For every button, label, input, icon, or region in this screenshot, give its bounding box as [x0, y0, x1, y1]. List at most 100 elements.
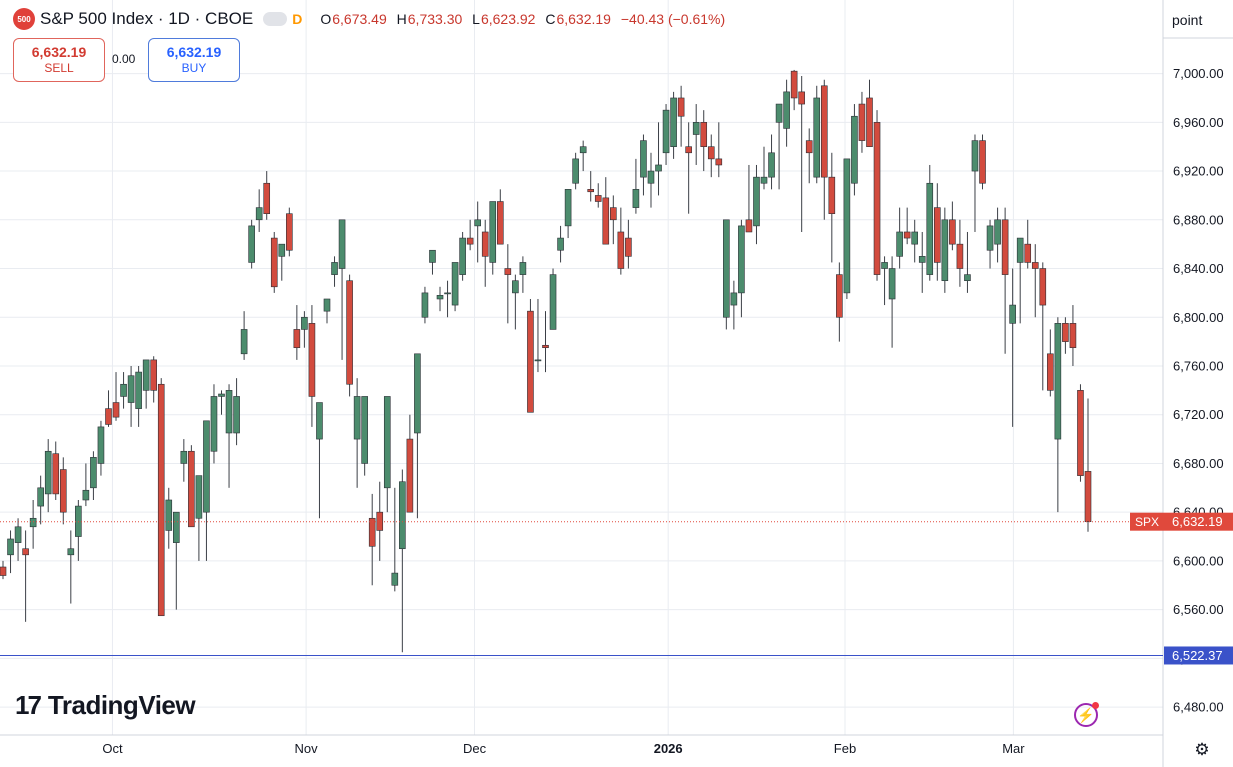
candle-body [338, 219, 346, 269]
candle-body [172, 511, 180, 543]
candle-body [67, 548, 75, 556]
candle [142, 359, 150, 409]
candle [790, 69, 798, 111]
candle [903, 207, 911, 245]
candle-body [1077, 390, 1084, 476]
candle-body [331, 262, 338, 275]
candle [135, 365, 142, 427]
candle [753, 164, 760, 245]
symbol-title[interactable]: S&P 500 Index · 1D · CBOE [40, 9, 254, 28]
candle [564, 189, 572, 239]
candle [896, 207, 903, 269]
tradingview-logo[interactable]: 17 TradingView [15, 690, 196, 721]
last-price-label-bg [1164, 512, 1233, 531]
candle-body [233, 396, 240, 434]
candle-body [263, 182, 271, 215]
chart-header: 500 S&P 500 Index · 1D · CBOE D O6,673.4… [13, 8, 731, 30]
flash-icon[interactable]: ⚡ [1074, 702, 1099, 727]
candle [195, 475, 203, 561]
settings-icon[interactable]: ⚙ [1194, 740, 1210, 759]
notification-dot [1092, 702, 1099, 709]
y-tick-label: 6,880.00 [1173, 212, 1224, 227]
candle [594, 183, 602, 208]
y-tick-label: 6,600.00 [1173, 553, 1224, 568]
candle [692, 104, 700, 165]
candle [75, 499, 82, 561]
candle-body [1062, 323, 1069, 342]
candle-body [1084, 471, 1092, 522]
candle-body [655, 164, 662, 172]
candle-body [519, 262, 527, 275]
candle-body [255, 207, 263, 221]
candle [843, 158, 851, 299]
buy-button[interactable]: 6,632.19 BUY [148, 38, 240, 82]
candle-body [1047, 353, 1054, 391]
candle [542, 311, 549, 373]
candle [1024, 219, 1032, 269]
candle [986, 219, 994, 269]
candle-body [1039, 268, 1047, 306]
x-tick-label: Oct [102, 741, 123, 756]
candle [90, 451, 97, 500]
candle-body [346, 280, 353, 385]
candle-body [97, 426, 105, 464]
candle-body [805, 140, 813, 154]
candle [157, 378, 165, 617]
open-value: 6,673.49 [332, 11, 387, 27]
candle-body [715, 158, 723, 166]
candle-body [504, 268, 512, 275]
candle-body [858, 103, 866, 141]
candle-body [353, 396, 361, 440]
candle-body [828, 176, 836, 215]
candle-body [512, 280, 519, 294]
sell-button[interactable]: 6,632.19 SELL [13, 38, 105, 82]
candle [640, 134, 647, 196]
candle-body [738, 225, 745, 294]
candle [632, 158, 640, 214]
support-line-label-bg [1164, 646, 1233, 665]
candle-body [368, 517, 376, 547]
buy-label: BUY [181, 61, 207, 75]
visibility-toggle-icon[interactable] [263, 12, 288, 26]
candle-body [1024, 243, 1032, 263]
candle-body [22, 548, 29, 556]
candle-body [203, 420, 210, 513]
price-unit-label[interactable]: point [1172, 12, 1203, 28]
candle-body [843, 158, 851, 294]
candle-body [753, 176, 760, 227]
candle-body [632, 189, 640, 208]
candle-body [971, 140, 979, 172]
candle-body [587, 189, 595, 193]
candle-body [240, 329, 248, 355]
sell-label: SELL [44, 61, 74, 75]
candle-body [760, 176, 768, 184]
candle-body [903, 231, 911, 239]
x-tick-label: 2026 [654, 741, 683, 756]
candle [414, 353, 421, 519]
candle-body [625, 237, 632, 257]
symbol-logo[interactable]: 500 [13, 8, 35, 30]
candle [655, 122, 662, 196]
candle-body [888, 268, 896, 300]
interval-badge[interactable]: D [292, 11, 303, 27]
candle-body [964, 274, 971, 282]
candle [127, 365, 135, 427]
candle-body [768, 152, 775, 178]
candle-body [745, 219, 753, 233]
candle [293, 305, 301, 360]
candle-body [1009, 304, 1016, 324]
candle-body [934, 207, 941, 263]
candle-body [293, 329, 301, 349]
candle-body [188, 450, 195, 528]
candle [572, 152, 579, 190]
candle-body [44, 450, 52, 495]
candle [368, 493, 376, 586]
candle-body [59, 469, 67, 513]
candle [188, 445, 195, 528]
candle-body [836, 274, 843, 318]
candle [625, 219, 632, 269]
candle [805, 128, 813, 184]
y-tick-label: 6,480.00 [1173, 700, 1224, 715]
candle [866, 79, 873, 147]
